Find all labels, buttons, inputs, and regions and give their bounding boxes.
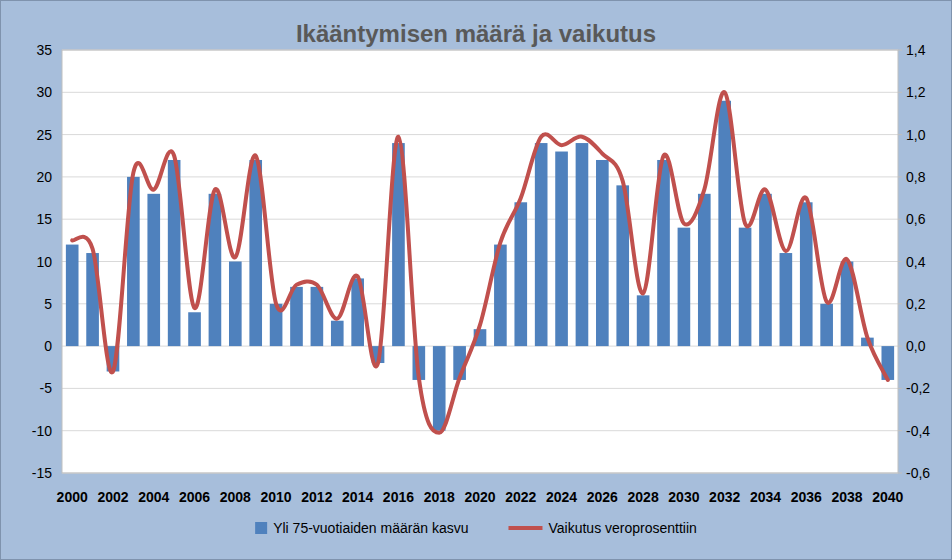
x-tick-label: 2010 bbox=[261, 489, 292, 505]
y2-tick bbox=[898, 303, 902, 304]
y2-tick-label: -0,2 bbox=[906, 380, 930, 396]
x-tick-label: 2032 bbox=[709, 489, 740, 505]
x-tick-label: 2024 bbox=[546, 489, 577, 505]
grid-line bbox=[62, 303, 898, 304]
grid-line bbox=[62, 134, 898, 135]
y-tick-label: 20 bbox=[36, 169, 52, 185]
y2-tick bbox=[898, 92, 902, 93]
bar bbox=[433, 346, 446, 431]
y-tick-label: 5 bbox=[44, 296, 52, 312]
bar bbox=[331, 321, 344, 346]
x-tick-label: 2036 bbox=[791, 489, 822, 505]
bar bbox=[718, 101, 731, 346]
bar bbox=[576, 143, 589, 346]
bar bbox=[147, 194, 160, 346]
title: Ikääntymisen määrä ja vaikutus bbox=[296, 20, 656, 47]
bar bbox=[229, 262, 242, 347]
x-tick-label: 2020 bbox=[464, 489, 495, 505]
background bbox=[1, 1, 952, 560]
bar bbox=[637, 295, 650, 346]
y2-tick bbox=[898, 176, 902, 177]
x-tick-label: 2038 bbox=[831, 489, 862, 505]
bar bbox=[535, 143, 548, 346]
grid-line bbox=[62, 388, 898, 389]
y2-tick-label: 0,8 bbox=[906, 169, 926, 185]
plot-area bbox=[62, 50, 898, 473]
x-tick-label: 2022 bbox=[505, 489, 536, 505]
bar bbox=[820, 304, 833, 346]
y2-tick-label: -0,4 bbox=[906, 423, 930, 439]
y2-tick bbox=[898, 219, 902, 220]
bar bbox=[678, 228, 691, 346]
legend-swatch bbox=[255, 522, 267, 534]
grid-line bbox=[62, 92, 898, 93]
grid-line bbox=[62, 176, 898, 177]
bar bbox=[739, 228, 752, 346]
x-tick-label: 2004 bbox=[138, 489, 169, 505]
y-tick-label: 30 bbox=[36, 84, 52, 100]
x-tick-label: 2014 bbox=[342, 489, 373, 505]
y-tick-label: 10 bbox=[36, 254, 52, 270]
y2-tick-label: 0,0 bbox=[906, 338, 926, 354]
grid-line bbox=[62, 219, 898, 220]
x-tick-label: 2026 bbox=[587, 489, 618, 505]
y2-tick-label: 1,0 bbox=[906, 127, 926, 143]
bar bbox=[66, 245, 79, 347]
legend-label: Vaikutus veroprosenttiin bbox=[548, 520, 696, 536]
legend-swatch bbox=[508, 526, 542, 530]
y-tick-label: 35 bbox=[36, 42, 52, 58]
y2-tick bbox=[898, 134, 902, 135]
bar bbox=[759, 194, 772, 346]
bar bbox=[290, 287, 303, 346]
y-tick-label: -10 bbox=[32, 423, 52, 439]
y-tick-label: 0 bbox=[44, 338, 52, 354]
bar bbox=[780, 253, 793, 346]
bar bbox=[188, 312, 201, 346]
legend: Yli 75-vuotiaiden määrän kasvu Vaikutus v… bbox=[255, 520, 697, 536]
marks bbox=[66, 92, 894, 433]
x-tick-label: 2040 bbox=[872, 489, 903, 505]
plot-frame bbox=[62, 50, 898, 473]
y2-tick-label: 0,2 bbox=[906, 296, 926, 312]
y2-tick-label: 0,6 bbox=[906, 211, 926, 227]
y-tick-label: -5 bbox=[40, 380, 53, 396]
x-tick-label: 2002 bbox=[97, 489, 128, 505]
y-tick-label: -15 bbox=[32, 465, 52, 481]
y-tick-label: 25 bbox=[36, 127, 52, 143]
bar bbox=[555, 152, 568, 347]
legend-label: Yli 75-vuotiaiden määrän kasvu bbox=[273, 520, 468, 536]
y2-tick bbox=[898, 473, 902, 474]
y2-tick bbox=[898, 261, 902, 262]
y2-tick bbox=[898, 50, 902, 51]
x-tick-label: 2012 bbox=[301, 489, 332, 505]
x-tick-label: 2028 bbox=[628, 489, 659, 505]
line bbox=[72, 92, 888, 433]
x-tick-label: 2030 bbox=[668, 489, 699, 505]
y2-tick bbox=[898, 430, 902, 431]
chart: -15 -10 -5 0 5 10 15 20 25 30 35 -0,6 -0,4 -0,2 0,0 0,2… bbox=[0, 0, 952, 560]
x-tick-label: 2018 bbox=[424, 489, 455, 505]
y2-tick bbox=[898, 388, 902, 389]
y2-tick-label: 0,4 bbox=[906, 254, 926, 270]
bar bbox=[596, 160, 609, 346]
x-tick-label: 2006 bbox=[179, 489, 210, 505]
bar bbox=[514, 202, 527, 346]
y2-tick bbox=[898, 346, 902, 347]
x-tick-label: 2008 bbox=[220, 489, 251, 505]
y2-tick-label: 1,4 bbox=[906, 42, 926, 58]
y2-tick-label: 1,2 bbox=[906, 84, 926, 100]
y2-tick-label: -0,6 bbox=[906, 465, 930, 481]
x-tick-label: 2016 bbox=[383, 489, 414, 505]
x-tick-label: 2000 bbox=[57, 489, 88, 505]
grid-line bbox=[62, 430, 898, 431]
bar bbox=[698, 194, 711, 346]
y-tick-label: 15 bbox=[36, 211, 52, 227]
x-tick-label: 2034 bbox=[750, 489, 781, 505]
